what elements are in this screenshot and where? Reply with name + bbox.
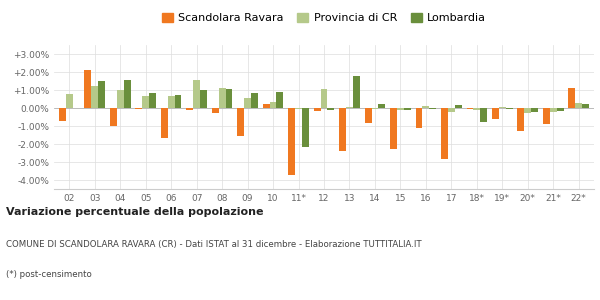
Bar <box>295 108 302 109</box>
Bar <box>416 108 422 128</box>
Bar <box>448 108 455 112</box>
Bar <box>149 93 156 108</box>
Bar <box>277 92 283 108</box>
Bar <box>557 108 563 111</box>
Bar <box>575 103 582 108</box>
Bar <box>371 108 379 109</box>
Bar <box>365 108 371 123</box>
Bar <box>517 108 524 130</box>
Bar <box>455 105 461 108</box>
Bar <box>346 107 353 108</box>
Legend: Scandolara Ravara, Provincia di CR, Lombardia: Scandolara Ravara, Provincia di CR, Lomb… <box>157 9 491 28</box>
Bar <box>66 94 73 108</box>
Bar <box>59 108 66 121</box>
Bar <box>467 108 473 109</box>
Text: (*) post-censimento: (*) post-censimento <box>6 270 92 279</box>
Bar <box>193 80 200 108</box>
Bar <box>251 93 258 108</box>
Bar <box>422 106 430 108</box>
Bar <box>218 88 226 108</box>
Bar <box>110 108 117 126</box>
Bar <box>480 108 487 122</box>
Bar <box>430 108 436 109</box>
Bar <box>226 89 232 108</box>
Bar <box>142 96 149 108</box>
Bar <box>379 103 385 108</box>
Bar <box>397 108 404 110</box>
Bar <box>492 108 499 119</box>
Bar <box>302 108 309 147</box>
Bar <box>441 108 448 159</box>
Bar <box>339 108 346 151</box>
Text: COMUNE DI SCANDOLARA RAVARA (CR) - Dati ISTAT al 31 dicembre - Elaborazione TUTT: COMUNE DI SCANDOLARA RAVARA (CR) - Dati … <box>6 240 422 249</box>
Bar <box>91 86 98 108</box>
Bar <box>288 108 295 175</box>
Bar <box>263 104 269 108</box>
Bar <box>473 108 480 110</box>
Bar <box>237 108 244 136</box>
Bar <box>212 108 218 112</box>
Bar <box>582 103 589 108</box>
Bar <box>543 108 550 124</box>
Bar <box>85 70 91 108</box>
Bar <box>531 108 538 112</box>
Bar <box>117 90 124 108</box>
Bar <box>98 81 105 108</box>
Text: Variazione percentuale della popolazione: Variazione percentuale della popolazione <box>6 207 263 217</box>
Bar <box>550 108 557 112</box>
Bar <box>269 102 277 108</box>
Bar <box>124 80 131 108</box>
Bar <box>524 108 531 113</box>
Bar <box>328 108 334 110</box>
Bar <box>200 90 207 108</box>
Bar <box>168 96 175 108</box>
Bar <box>244 98 251 108</box>
Bar <box>314 108 320 111</box>
Bar <box>187 108 193 110</box>
Bar <box>175 94 181 108</box>
Bar <box>506 108 512 109</box>
Bar <box>499 107 506 108</box>
Bar <box>353 76 360 108</box>
Bar <box>320 89 328 108</box>
Bar <box>404 108 411 110</box>
Bar <box>568 88 575 108</box>
Bar <box>161 108 168 138</box>
Bar <box>136 108 142 109</box>
Bar <box>390 108 397 149</box>
